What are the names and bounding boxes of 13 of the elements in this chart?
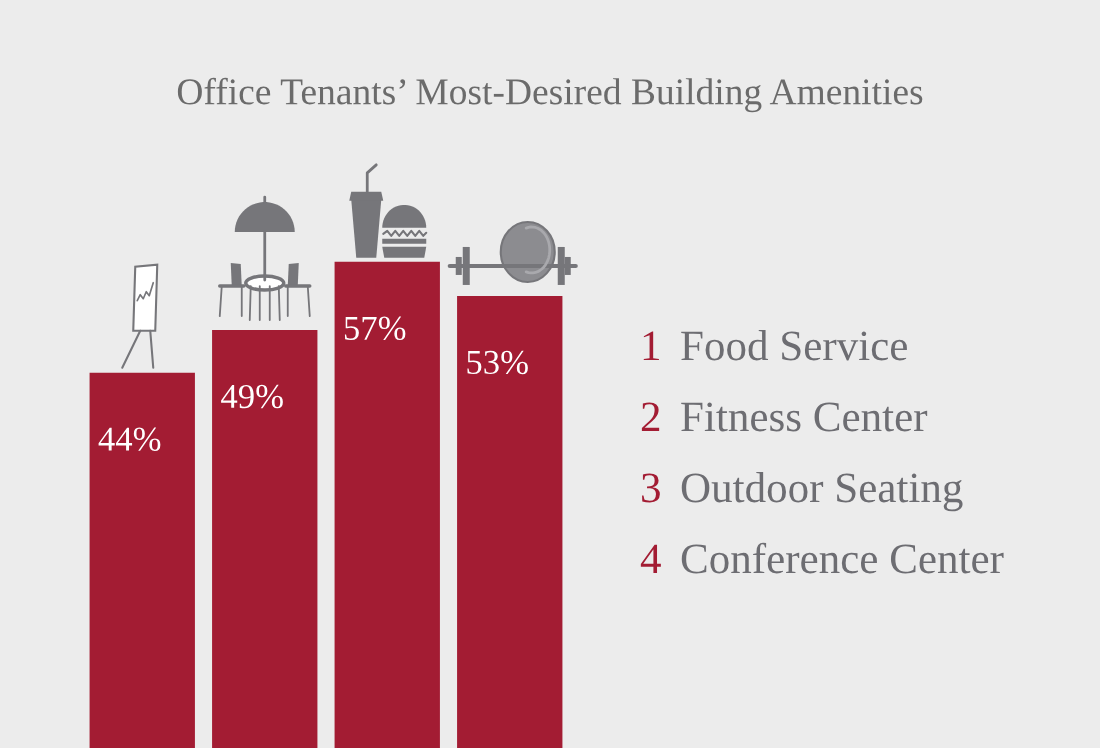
data-label: 44% [98,427,161,451]
bar [212,330,318,748]
chart-title: Office Tenants’ Most-Desired Building Amenities [177,77,923,113]
data-label: 49% [221,384,283,409]
data-label: 57% [344,316,406,341]
data-label: 53% [467,350,528,375]
text: 4 Conference Center [640,542,1004,574]
bar [334,261,440,748]
bar [89,372,195,748]
text: 3 Outdoor Seating [642,472,963,512]
bar [457,295,563,748]
text: 1 Food Service [643,330,907,361]
text: 2 Fitness Center [641,402,928,432]
